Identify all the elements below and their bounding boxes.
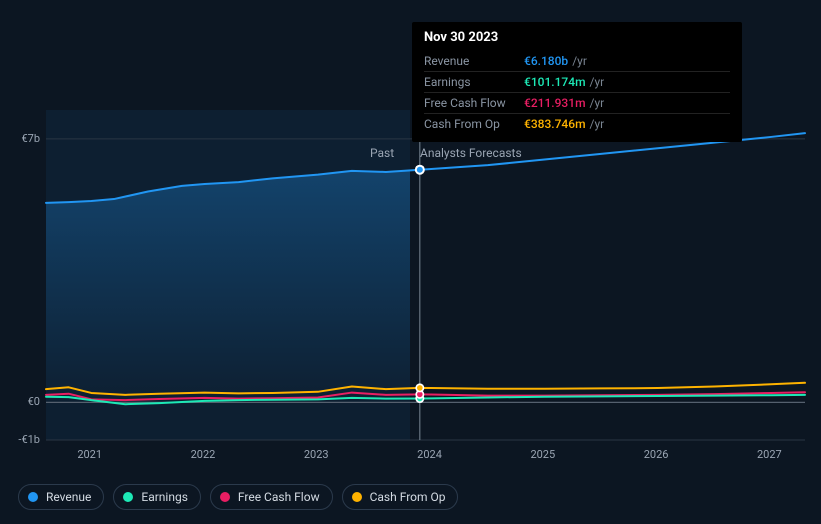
tooltip-row: Cash From Op€383.746m/yr [424,114,730,135]
y-axis-tick-label: €7b [21,132,40,145]
legend-item-label: Cash From Op [370,490,446,504]
chart-tooltip: Nov 30 2023 Revenue€6.180b/yrEarnings€10… [412,22,742,142]
x-axis-tick-label: 2026 [644,448,669,461]
financial-forecast-chart: Past Analysts Forecasts Nov 30 2023 Reve… [0,0,821,524]
tooltip-row-label: Cash From Op [424,114,524,135]
y-axis-tick-label: -€1b [18,433,40,446]
x-axis-tick-label: 2023 [304,448,329,461]
legend-item[interactable]: Revenue [18,484,104,510]
tooltip-date: Nov 30 2023 [424,30,730,45]
tooltip-row-value: €101.174m/yr [524,72,730,93]
tooltip-row: Free Cash Flow€211.931m/yr [424,93,730,114]
x-axis-tick-label: 2022 [191,448,216,461]
legend-dot-icon [352,492,362,502]
tooltip-row-value: €211.931m/yr [524,93,730,114]
tooltip-row-label: Earnings [424,72,524,93]
x-axis-tick-label: 2021 [77,448,102,461]
tooltip-row-label: Revenue [424,51,524,72]
x-axis-tick-label: 2027 [757,448,782,461]
tooltip-row-value: €6.180b/yr [524,51,730,72]
legend-item[interactable]: Earnings [113,484,201,510]
legend-item[interactable]: Cash From Op [342,484,459,510]
forecast-section-label: Analysts Forecasts [420,146,522,160]
legend-item[interactable]: Free Cash Flow [210,484,333,510]
legend-dot-icon [123,492,133,502]
tooltip-row-label: Free Cash Flow [424,93,524,114]
legend-item-label: Earnings [141,490,188,504]
chart-legend: Revenue Earnings Free Cash Flow Cash From O… [18,484,458,510]
tooltip-row-value: €383.746m/yr [524,114,730,135]
legend-item-label: Free Cash Flow [238,490,320,504]
x-axis-tick-label: 2024 [417,448,442,461]
tooltip-row: Revenue€6.180b/yr [424,51,730,72]
past-section-label: Past [370,146,394,160]
x-axis-tick-label: 2025 [530,448,555,461]
tooltip-row: Earnings€101.174m/yr [424,72,730,93]
legend-dot-icon [220,492,230,502]
y-axis-tick-label: €0 [28,395,40,408]
legend-dot-icon [28,492,38,502]
legend-item-label: Revenue [46,490,91,504]
